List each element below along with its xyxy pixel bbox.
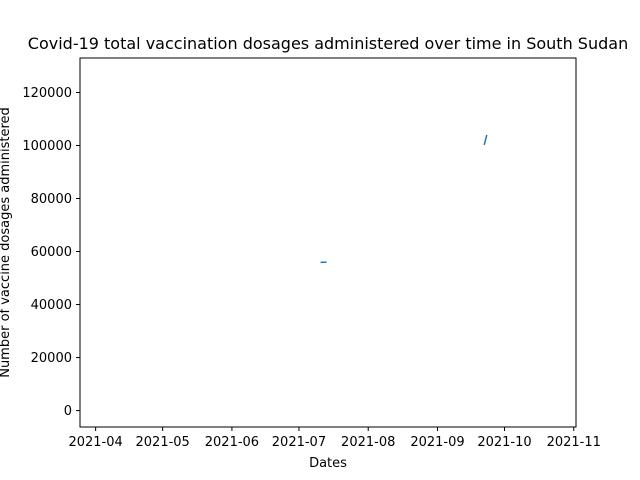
x-tick-label: 2021-04 xyxy=(68,435,122,450)
y-tick-label: 120000 xyxy=(22,86,72,101)
x-tick-label: 2021-09 xyxy=(410,435,464,450)
plot-marks xyxy=(320,134,488,264)
y-axis-label: Number of vaccine dosages administered xyxy=(0,107,13,378)
y-axis-ticks: 0 20000 40000 60000 80000 100000 120000 xyxy=(22,86,80,419)
y-tick-label: 100000 xyxy=(22,139,72,154)
x-axis-ticks: 2021-04 2021-05 2021-06 2021-07 2021-08 2021-… xyxy=(68,427,601,450)
y-tick-label: 60000 xyxy=(31,245,72,260)
x-tick-label: 2021-05 xyxy=(136,435,190,450)
y-tick-label: 40000 xyxy=(31,298,72,313)
x-tick-label: 2021-10 xyxy=(477,435,531,450)
x-tick-label: 2021-07 xyxy=(272,435,326,450)
x-axis-label: Dates xyxy=(309,456,347,471)
plot-area-frame xyxy=(79,57,577,428)
x-tick-label: 2021-08 xyxy=(341,435,395,450)
chart-title: Covid-19 total vaccination dosages admin… xyxy=(28,34,628,53)
x-tick-label: 2021-11 xyxy=(547,435,601,450)
y-tick-label: 20000 xyxy=(31,351,72,366)
series-line-segment xyxy=(483,134,488,146)
y-tick-label: 0 xyxy=(64,404,72,419)
x-tick-label: 2021-06 xyxy=(205,435,259,450)
y-tick-label: 80000 xyxy=(31,192,72,207)
